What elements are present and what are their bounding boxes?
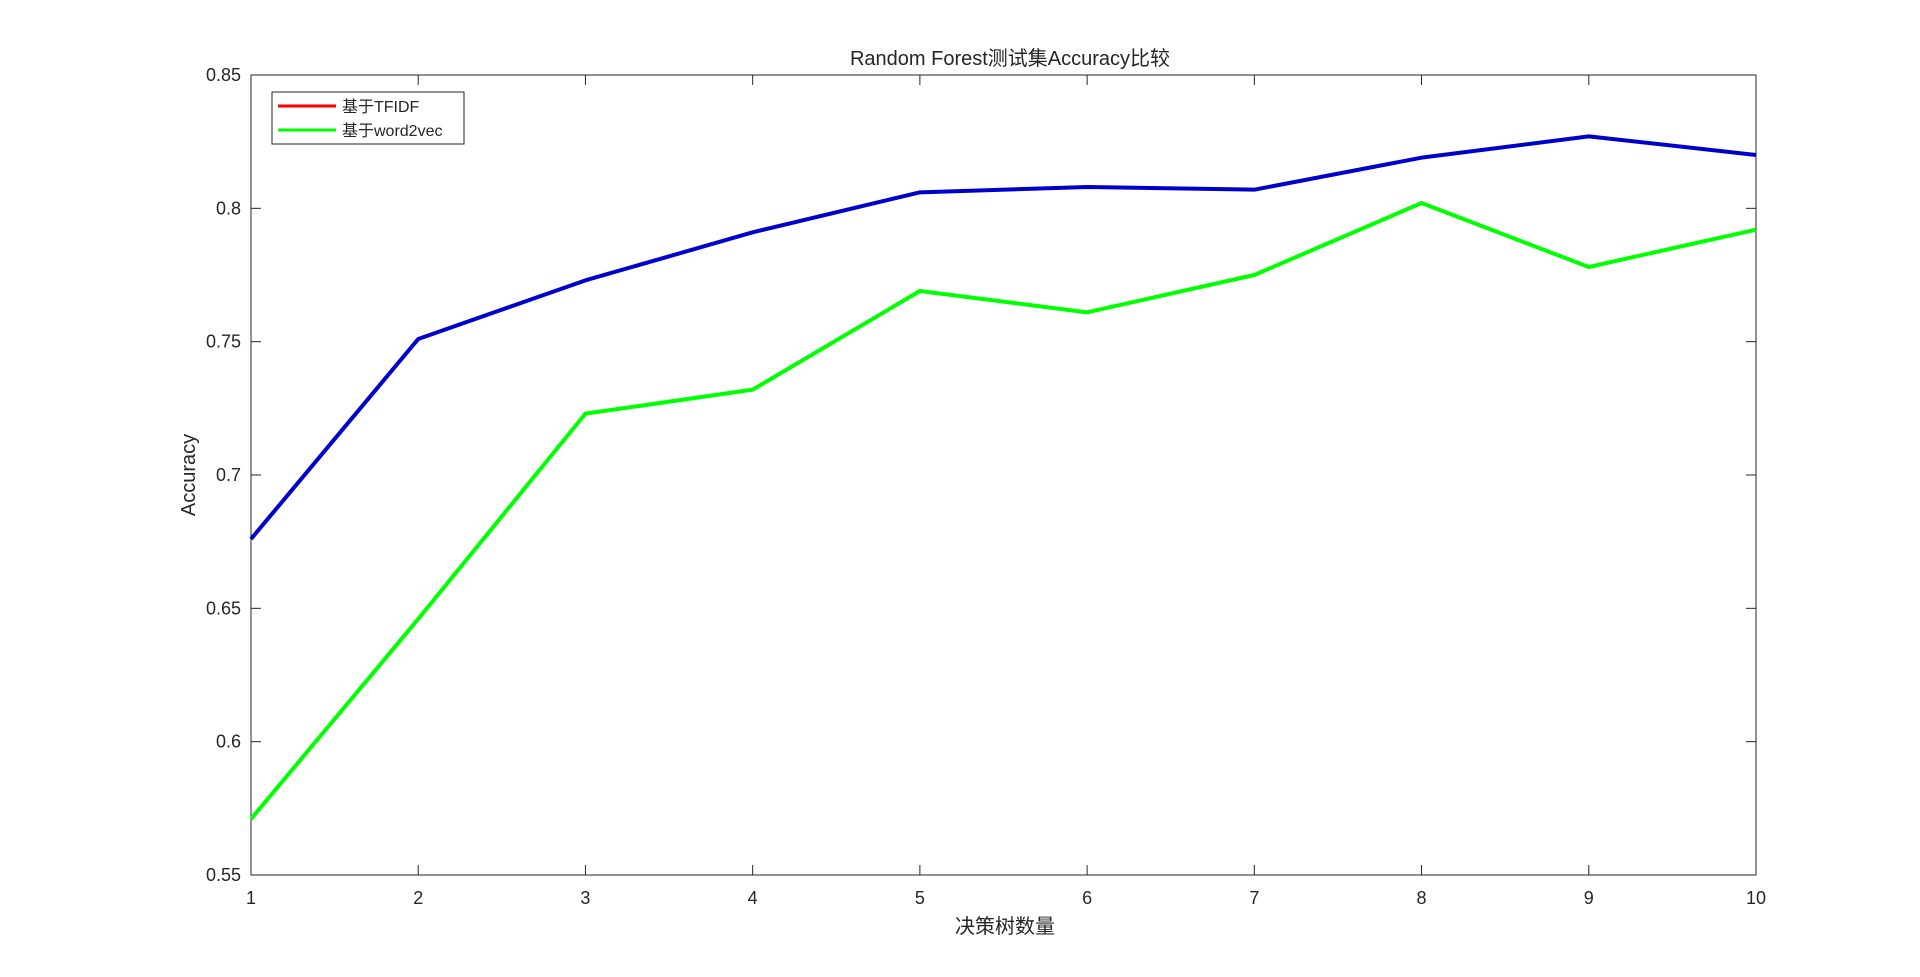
plot-area <box>250 74 1757 876</box>
series-layer <box>249 134 1757 821</box>
series-line-0 <box>249 134 1757 541</box>
x-tick-label: 3 <box>580 888 590 908</box>
x-tick-label: 6 <box>1082 888 1092 908</box>
y-tick-label: 0.55 <box>206 865 241 885</box>
x-tick-label: 5 <box>915 888 925 908</box>
legend-label-tfidf: 基于TFIDF <box>342 98 420 116</box>
x-tick-label: 1 <box>246 888 256 908</box>
chart-title: Random Forest测试集Accuracy比较 <box>850 47 1170 70</box>
x-tick-label: 9 <box>1584 888 1594 908</box>
x-tick-label: 8 <box>1417 888 1427 908</box>
legend-box <box>271 91 465 145</box>
y-tick-label: 0.85 <box>206 65 241 85</box>
y-tick-label: 0.65 <box>206 598 241 618</box>
legend-label-word2vec: 基于word2vec <box>342 122 442 140</box>
y-axis: 0.55 0.6 0.65 0.7 0.75 0.8 0.85 <box>206 65 1756 885</box>
y-tick-label: 0.7 <box>216 465 241 485</box>
x-tick-label: 7 <box>1249 888 1259 908</box>
x-axis: 1 2 3 4 5 6 7 8 9 10 <box>246 75 1766 908</box>
y-axis-title: Accuracy <box>178 434 200 516</box>
x-axis-title: 决策树数量 <box>955 915 1055 938</box>
x-tick-label: 10 <box>1746 888 1766 908</box>
x-tick-label: 4 <box>748 888 758 908</box>
legend: 基于TFIDF 基于word2vec <box>271 91 465 145</box>
y-tick-label: 0.6 <box>216 732 241 752</box>
y-tick-label: 0.75 <box>206 332 241 352</box>
y-tick-label: 0.8 <box>216 198 241 218</box>
series-line-1 <box>249 201 1757 821</box>
x-tick-label: 2 <box>413 888 423 908</box>
